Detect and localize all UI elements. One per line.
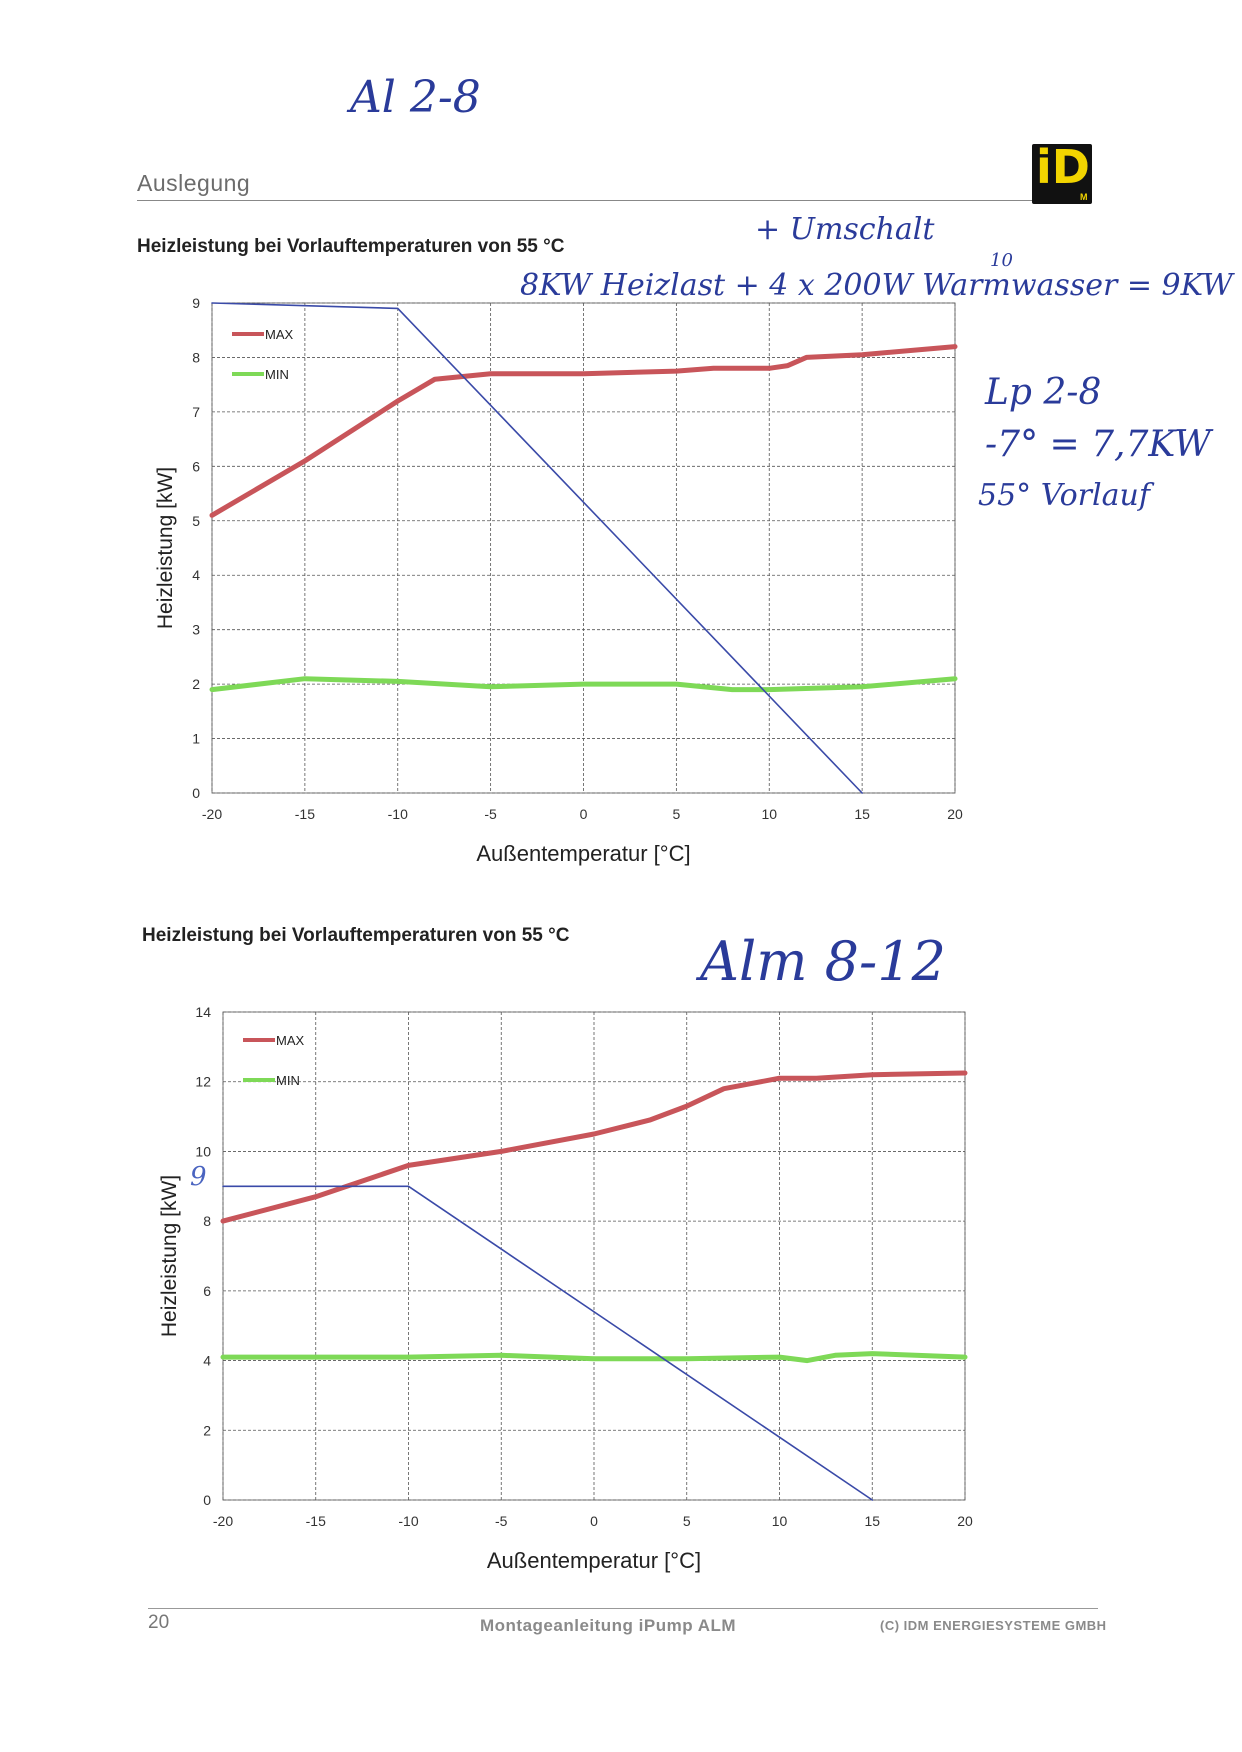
x-tick-label: -15 xyxy=(306,1513,326,1529)
x-tick-label: 0 xyxy=(580,806,588,822)
x-tick-label: -10 xyxy=(398,1513,418,1529)
handwritten-model-note: Al 2-8 xyxy=(350,72,481,123)
plot-area xyxy=(222,1011,966,1501)
heating-load-line xyxy=(211,302,863,794)
y-tick-label: 4 xyxy=(192,567,200,583)
x-tick-label: -20 xyxy=(202,806,222,822)
handwritten-note-line-1: Lp 2-8 xyxy=(985,372,1102,413)
series-line-min xyxy=(209,676,958,693)
x-tick-label: 5 xyxy=(672,806,680,822)
y-tick-label: 3 xyxy=(192,622,200,638)
y-tick-label: 8 xyxy=(192,349,200,365)
y-tick-label: 14 xyxy=(195,1004,211,1020)
handwritten-alm-label: Alm 8-12 xyxy=(700,930,946,993)
x-tick-label: -5 xyxy=(484,806,497,822)
chart-2: -20 -15 -10 -5 0 5 10 15 20 0 2 4 6 8 10 12 14 Außentempe… xyxy=(158,1004,973,1573)
y-tick-label: 6 xyxy=(203,1283,211,1299)
y-tick-label: 1 xyxy=(192,731,200,747)
logo-sub-text: M xyxy=(1080,192,1088,202)
x-tick-label: 0 xyxy=(590,1513,598,1529)
y-tick-label: 9 xyxy=(192,295,200,311)
legend-label-max: MAX xyxy=(276,1033,305,1048)
y-tick-label: 6 xyxy=(192,458,200,474)
series-line-max xyxy=(220,1070,968,1224)
chart-1: -20 -15 -10 -5 0 5 10 15 20 0 1 2 3 4 5 6 7 8 9 Außentemper… xyxy=(154,295,963,866)
x-tick-label: 20 xyxy=(957,1513,973,1529)
handwritten-load-note: 8KW Heizlast + 4 x 200W Warmwasser = 9KW xyxy=(520,268,1233,303)
y-tick-label: 4 xyxy=(203,1353,211,1369)
series-line-max xyxy=(209,344,958,518)
x-tick-label: -15 xyxy=(295,806,315,822)
x-tick-label: 10 xyxy=(772,1513,788,1529)
handwritten-nine-mark: 9 xyxy=(190,1162,207,1192)
series-line-min xyxy=(220,1351,968,1364)
x-axis-title: Außentemperatur [°C] xyxy=(476,841,690,866)
y-tick-label: 12 xyxy=(195,1074,211,1090)
page-number: 20 xyxy=(148,1612,170,1633)
footer-copyright: (C) IDM ENERGIESYSTEME GMBH xyxy=(880,1618,1107,1633)
handwritten-ten: 10 xyxy=(990,250,1013,271)
x-tick-label: -10 xyxy=(388,806,408,822)
idm-logo xyxy=(1032,144,1092,204)
x-tick-label: 15 xyxy=(854,806,870,822)
y-tick-label: 7 xyxy=(192,404,200,420)
legend-label-max: MAX xyxy=(265,327,294,342)
y-tick-label: 10 xyxy=(195,1143,211,1159)
x-tick-label: 15 xyxy=(864,1513,880,1529)
header-divider xyxy=(137,200,1092,201)
x-axis-title: Außentemperatur [°C] xyxy=(487,1548,701,1573)
handwritten-note-line-2: -7° = 7,7KW xyxy=(985,424,1211,465)
chart-2-title: Heizleistung bei Vorlauftemperaturen von… xyxy=(142,925,570,946)
legend-label-min: MIN xyxy=(265,367,289,382)
y-axis-title: Heizleistung [kW] xyxy=(158,1175,181,1337)
y-tick-label: 8 xyxy=(203,1213,211,1229)
handwritten-note-line-3: 55° Vorlauf xyxy=(978,478,1150,513)
x-tick-label: 5 xyxy=(683,1513,691,1529)
x-tick-label: -20 xyxy=(213,1513,233,1529)
chart-1-title: Heizleistung bei Vorlauftemperaturen von… xyxy=(137,236,565,257)
footer-divider xyxy=(148,1608,1098,1609)
logo-text: iD xyxy=(1036,140,1090,194)
y-tick-label: 5 xyxy=(192,513,200,529)
legend-label-min: MIN xyxy=(276,1073,300,1088)
x-tick-label: 20 xyxy=(947,806,963,822)
y-tick-label: 0 xyxy=(192,785,200,801)
section-title: Auslegung xyxy=(137,170,251,196)
handwritten-switch-note: + Umschalt xyxy=(755,212,935,247)
y-tick-label: 2 xyxy=(203,1422,211,1438)
y-tick-label: 0 xyxy=(203,1492,211,1508)
x-tick-label: 10 xyxy=(761,806,777,822)
footer-manual-title: Montageanleitung iPump ALM xyxy=(480,1616,737,1635)
y-tick-label: 2 xyxy=(192,676,200,692)
heating-load-line xyxy=(222,1185,874,1501)
x-tick-label: -5 xyxy=(495,1513,508,1529)
y-axis-title: Heizleistung [kW] xyxy=(154,467,177,629)
